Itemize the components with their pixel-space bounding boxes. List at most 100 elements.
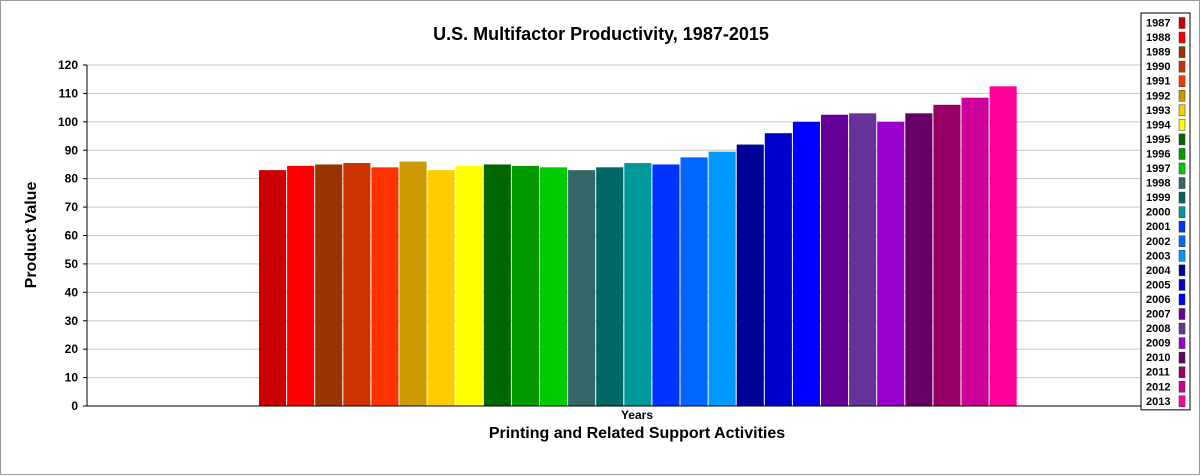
legend-label-2009: 2009 (1146, 338, 1170, 350)
bar-1991 (371, 167, 399, 406)
legend-label-2010: 2010 (1146, 352, 1170, 364)
legend-label-1988: 1988 (1146, 32, 1170, 44)
legend-label-1992: 1992 (1146, 90, 1170, 102)
legend-label-1997: 1997 (1146, 163, 1170, 175)
y-tick-label: 20 (65, 342, 79, 356)
legend-swatch-2006 (1178, 293, 1186, 306)
legend-swatch-1990 (1178, 60, 1186, 73)
bar-1994 (455, 165, 483, 406)
legend-label-2013: 2013 (1146, 396, 1170, 408)
legend-swatch-2004 (1178, 264, 1186, 277)
legend-label-2001: 2001 (1146, 221, 1170, 233)
y-tick-label: 10 (65, 371, 79, 385)
bar-1990 (343, 163, 371, 406)
legend-swatch-1992 (1178, 90, 1186, 102)
bar-2013 (989, 86, 1017, 406)
x-category-label: Years (621, 408, 653, 422)
legend-swatch-2002 (1178, 235, 1186, 247)
legend-label-1999: 1999 (1146, 192, 1170, 204)
bar-1989 (315, 164, 343, 406)
y-tick-label: 0 (71, 399, 78, 413)
legend-swatch-1993 (1178, 104, 1186, 117)
legend-label-2012: 2012 (1146, 381, 1170, 393)
bar-2009 (877, 121, 905, 406)
legend-swatch-1991 (1178, 75, 1186, 87)
legend-swatch-1987 (1178, 17, 1186, 29)
bar-1998 (568, 170, 596, 406)
legend-swatch-1998 (1178, 177, 1186, 189)
bar-2005 (764, 133, 792, 406)
y-tick-label: 110 (59, 86, 79, 100)
y-tick-label: 100 (58, 115, 78, 129)
legend-swatch-2007 (1178, 308, 1186, 320)
bar-1992 (399, 161, 427, 406)
bar-2012 (961, 97, 989, 406)
legend-swatch-2000 (1178, 206, 1186, 218)
bar-2010 (905, 113, 933, 406)
bar-2003 (708, 151, 736, 406)
bar-1995 (483, 164, 511, 406)
chart-title: U.S. Multifactor Productivity, 1987-2015 (433, 24, 769, 44)
y-tick-label: 70 (65, 200, 79, 214)
legend-label-2005: 2005 (1146, 279, 1170, 291)
y-tick-label: 50 (65, 257, 79, 271)
legend-label-2011: 2011 (1146, 367, 1170, 379)
legend-label-1991: 1991 (1146, 76, 1170, 88)
bar-1996 (511, 165, 539, 406)
legend-label-1994: 1994 (1146, 119, 1171, 131)
y-tick-label: 60 (65, 229, 79, 243)
legend-label-1987: 1987 (1146, 18, 1170, 30)
bars (259, 86, 1017, 407)
legend-swatch-2013 (1178, 395, 1186, 408)
legend-swatch-2003 (1178, 250, 1186, 262)
legend-label-2003: 2003 (1146, 250, 1170, 262)
y-tick-labels: 0 10 20 30 40 50 60 70 80 90 100 110 120 (58, 58, 87, 413)
legend-swatch-1988 (1178, 31, 1186, 44)
legend-swatch-2012 (1178, 381, 1186, 393)
legend-swatch-1999 (1178, 191, 1186, 204)
bar-2001 (652, 164, 680, 406)
y-tick-label: 80 (65, 172, 79, 186)
legend-swatch-2011 (1178, 366, 1186, 378)
bar-1997 (540, 167, 568, 406)
legend-label-1993: 1993 (1146, 105, 1170, 117)
y-tick-label: 120 (58, 58, 78, 72)
bar-1988 (287, 165, 315, 406)
legend-label-1990: 1990 (1146, 61, 1170, 73)
legend: 1987 1988 1989 1990 1991 1992 1993 1994 1995 1996… (1140, 12, 1191, 411)
bar-2000 (624, 163, 652, 406)
legend-label-2007: 2007 (1146, 309, 1170, 321)
bar-2004 (736, 144, 764, 407)
legend-swatch-2008 (1178, 322, 1186, 335)
legend-label-1998: 1998 (1146, 178, 1170, 190)
legend-label-2002: 2002 (1146, 236, 1170, 248)
bar-1999 (596, 167, 624, 406)
bar-2002 (680, 157, 708, 406)
legend-label-1989: 1989 (1146, 47, 1170, 59)
y-tick-label: 90 (65, 143, 79, 157)
bar-2011 (933, 104, 961, 407)
legend-swatch-1994 (1178, 119, 1186, 131)
legend-swatch-1997 (1178, 162, 1186, 175)
legend-swatch-1995 (1178, 133, 1186, 146)
legend-label-1995: 1995 (1146, 134, 1170, 146)
legend-label-2006: 2006 (1146, 294, 1170, 306)
legend-label-2000: 2000 (1146, 207, 1170, 219)
bar-1987 (259, 170, 287, 406)
legend-label-2008: 2008 (1146, 323, 1170, 335)
legend-label-2004: 2004 (1146, 265, 1171, 277)
bar-1993 (427, 170, 455, 406)
bar-2008 (849, 113, 877, 406)
bar-2007 (821, 114, 849, 407)
y-tick-label: 30 (65, 314, 79, 328)
y-tick-label: 40 (65, 285, 79, 299)
legend-swatch-2001 (1178, 220, 1186, 233)
bar-2006 (792, 121, 820, 406)
legend-swatch-1989 (1178, 46, 1186, 58)
legend-swatch-1996 (1178, 148, 1186, 160)
legend-swatch-2010 (1178, 351, 1186, 364)
x-axis-label: Printing and Related Support Activities (489, 425, 785, 442)
legend-swatch-2005 (1178, 279, 1186, 291)
legend-label-1996: 1996 (1146, 148, 1170, 160)
